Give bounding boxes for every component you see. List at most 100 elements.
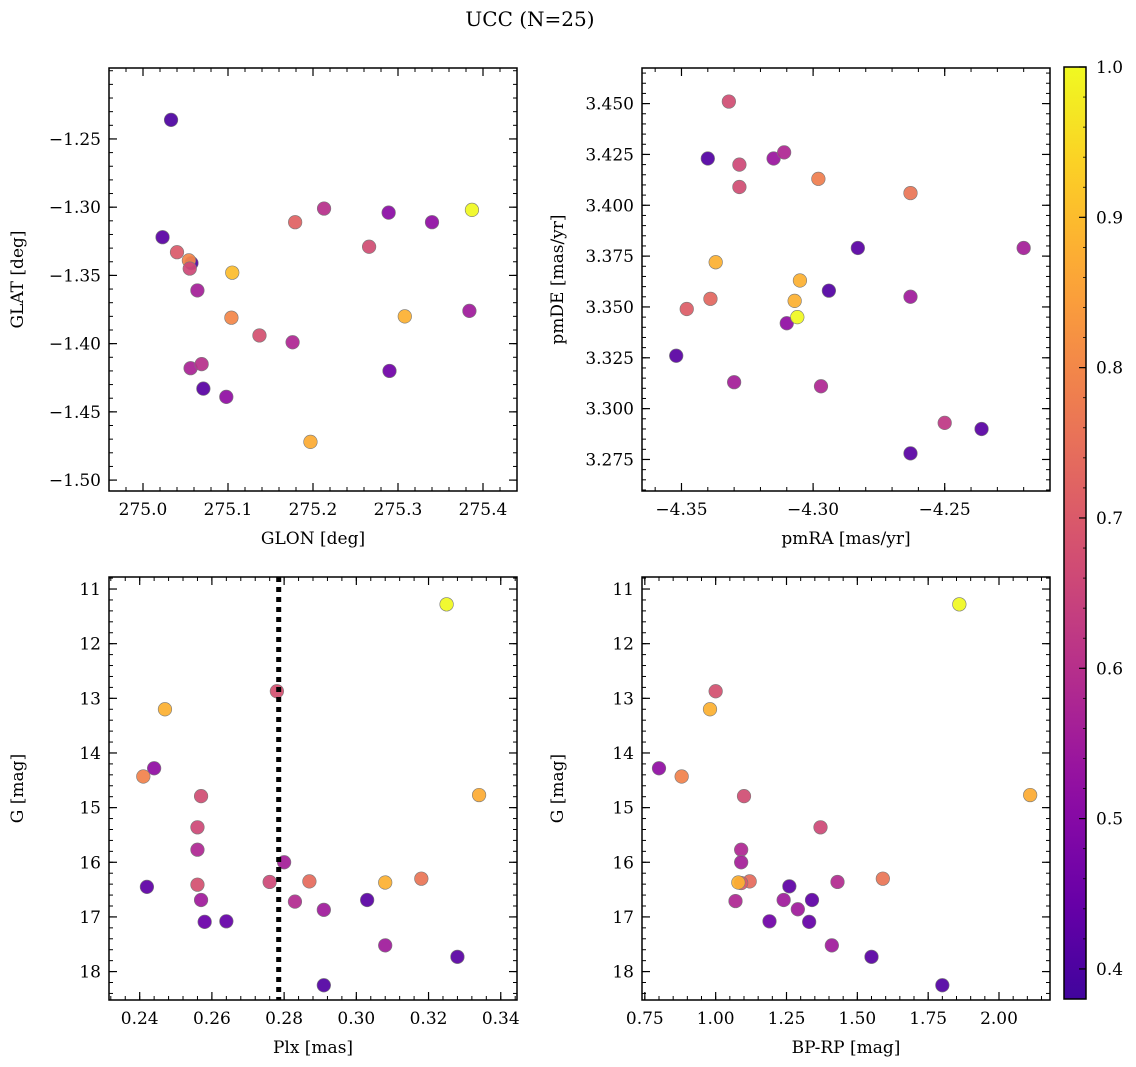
data-point bbox=[464, 202, 480, 218]
data-point bbox=[703, 291, 718, 306]
y-tick-label: 15 bbox=[612, 799, 634, 819]
y-tick-label: 3.425 bbox=[585, 145, 634, 165]
x-tick-label: −4.30 bbox=[787, 500, 839, 520]
data-point bbox=[169, 245, 185, 260]
y-tick-label: 13 bbox=[612, 689, 634, 709]
x-axis-label: pmRA [mas/yr] bbox=[781, 529, 910, 549]
x-tick-label: 1.75 bbox=[909, 1009, 947, 1029]
x-tick-label: 2.00 bbox=[980, 1009, 1018, 1029]
y-tick-label: 12 bbox=[79, 635, 101, 655]
data-point bbox=[197, 914, 212, 929]
data-point bbox=[903, 446, 918, 461]
y-tick-label: 3.350 bbox=[585, 298, 634, 318]
data-point bbox=[734, 855, 749, 870]
x-tick-label: 1.25 bbox=[768, 1009, 806, 1029]
x-tick-label: −4.25 bbox=[919, 500, 971, 520]
data-point bbox=[708, 684, 723, 699]
data-point bbox=[651, 761, 667, 776]
x-axis-label: GLON [deg] bbox=[261, 529, 365, 549]
scatter-panel-3: 0.24 0.26 0.28 0.30 0.32 0.34 11 12 13 14 15 16 17 18… bbox=[8, 576, 520, 1058]
colorbar-tick-label: 0.9 bbox=[1096, 208, 1123, 228]
data-point bbox=[731, 875, 746, 890]
data-point bbox=[669, 348, 684, 363]
data-point bbox=[674, 769, 689, 784]
y-tick-label: 18 bbox=[612, 963, 634, 983]
data-point bbox=[935, 978, 950, 993]
data-point bbox=[163, 112, 179, 127]
data-point bbox=[303, 434, 318, 449]
data-point bbox=[439, 597, 454, 612]
data-point bbox=[790, 902, 805, 917]
major-ticks: 0.75 1.00 1.25 1.50 1.75 2.00 11 12 13 14 15 16 17 18 bbox=[612, 577, 1050, 1029]
data-points bbox=[669, 94, 1031, 461]
data-point bbox=[316, 201, 332, 216]
data-point bbox=[194, 357, 209, 372]
data-point bbox=[708, 255, 723, 270]
x-tick-label: 275.2 bbox=[289, 500, 338, 520]
data-point bbox=[155, 230, 170, 245]
data-point bbox=[782, 879, 797, 894]
data-points bbox=[651, 597, 1038, 993]
y-axis-label: GLAT [deg] bbox=[8, 230, 28, 328]
data-point bbox=[136, 769, 151, 784]
axes-frame bbox=[108, 576, 518, 1001]
scatter-panel-1: 275.0 275.1 275.2 275.3 275.4 −1.25 −1.30 −1.35… bbox=[8, 67, 518, 549]
y-axis-label: G [mag] bbox=[548, 754, 568, 823]
colorbar-tick-label: 1.0 bbox=[1096, 58, 1123, 78]
colorbar: 0.4 0.5 0.6 0.7 0.8 0.9 1.0 bbox=[1063, 58, 1123, 1000]
data-points bbox=[155, 112, 480, 449]
data-point bbox=[762, 914, 777, 929]
colorbar-tick-label: 0.6 bbox=[1096, 659, 1123, 679]
x-axis-label: Plx [mas] bbox=[273, 1038, 353, 1058]
data-point bbox=[776, 892, 791, 908]
data-point bbox=[182, 261, 197, 276]
y-tick-label: 16 bbox=[612, 853, 634, 873]
data-point bbox=[224, 310, 239, 325]
y-axis-label: pmDE [mas/yr] bbox=[548, 214, 568, 344]
x-tick-label: 275.1 bbox=[204, 500, 253, 520]
data-point bbox=[381, 205, 396, 220]
data-point bbox=[903, 289, 918, 304]
colorbar-tick-label: 0.7 bbox=[1096, 509, 1123, 529]
data-point bbox=[252, 328, 267, 343]
y-tick-label: −1.50 bbox=[49, 471, 101, 491]
y-tick-label: −1.25 bbox=[49, 130, 101, 150]
y-tick-label: −1.30 bbox=[49, 198, 101, 218]
data-point bbox=[732, 157, 747, 172]
data-point bbox=[262, 874, 277, 890]
data-point bbox=[219, 389, 234, 404]
data-point bbox=[813, 820, 828, 835]
major-ticks: −4.35 −4.30 −4.25 3.275 3.300 3.325 3.350 3.375… bbox=[585, 68, 1050, 520]
data-point bbox=[821, 283, 836, 298]
x-tick-label: 0.34 bbox=[482, 1009, 520, 1029]
data-point bbox=[702, 702, 718, 717]
data-point bbox=[830, 874, 845, 890]
y-tick-label: −1.35 bbox=[49, 266, 101, 286]
y-tick-label: 15 bbox=[79, 799, 101, 819]
y-tick-label: −1.45 bbox=[49, 403, 101, 423]
x-tick-label: 1.50 bbox=[838, 1009, 876, 1029]
data-point bbox=[471, 787, 487, 803]
data-point bbox=[679, 301, 694, 317]
scatter-panel-2: −4.35 −4.30 −4.25 3.275 3.300 3.325 3.350 3.375… bbox=[548, 67, 1051, 549]
data-point bbox=[287, 894, 303, 909]
data-point bbox=[196, 381, 211, 396]
data-point bbox=[462, 303, 477, 318]
x-tick-label: 275.4 bbox=[459, 500, 508, 520]
data-point bbox=[804, 892, 820, 908]
data-point bbox=[139, 879, 155, 894]
data-point bbox=[792, 273, 808, 288]
data-point bbox=[302, 874, 317, 889]
data-point bbox=[721, 94, 736, 109]
data-point bbox=[864, 949, 879, 964]
x-axis-label: BP-RP [mag] bbox=[792, 1038, 901, 1058]
data-point bbox=[937, 415, 952, 430]
data-point bbox=[316, 902, 331, 917]
x-tick-label: 0.30 bbox=[337, 1009, 375, 1029]
y-tick-label: 16 bbox=[79, 853, 101, 873]
data-point bbox=[779, 316, 794, 331]
data-point bbox=[903, 185, 918, 201]
y-tick-label: 3.450 bbox=[585, 95, 634, 115]
data-point bbox=[190, 283, 205, 298]
